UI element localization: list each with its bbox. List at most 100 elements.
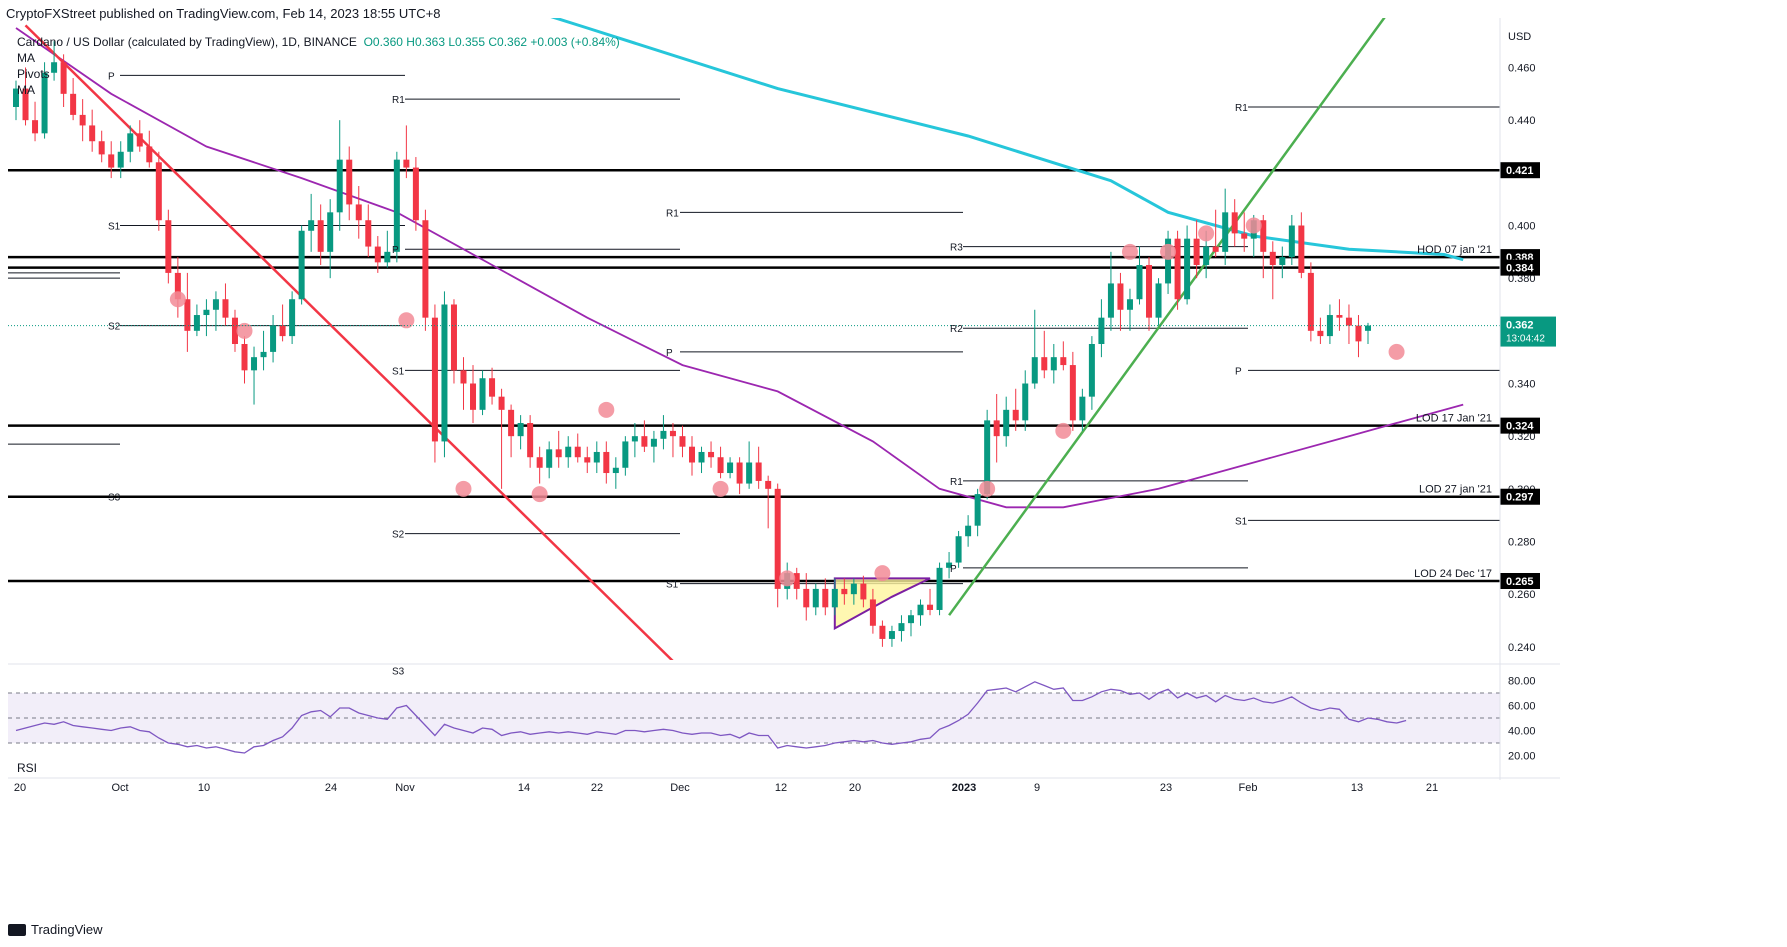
key-level-badge	[1500, 573, 1540, 589]
indicator-pivots[interactable]: Pivots	[17, 67, 50, 81]
candle-body	[374, 246, 381, 263]
pivot-label: S1	[666, 580, 679, 591]
key-level-value: 0.324	[1506, 421, 1534, 433]
x-tick-label: Oct	[111, 782, 128, 794]
y-tick-label: 0.340	[1508, 379, 1536, 391]
candle-body	[450, 304, 457, 371]
candle-body	[155, 162, 162, 221]
candle-body	[1069, 365, 1076, 421]
x-tick-label: 12	[775, 782, 787, 794]
key-level-badge	[1500, 488, 1540, 505]
swing-marker	[1245, 217, 1262, 234]
key-level-value: 0.265	[1506, 576, 1534, 588]
rsi-tick-label: 80.00	[1508, 676, 1536, 688]
candle-body	[1222, 212, 1229, 252]
pivot-label: P	[108, 71, 115, 82]
candle-body	[1022, 383, 1029, 421]
candle-body	[1155, 283, 1162, 318]
pivot-label: R1	[950, 477, 963, 488]
candle-body	[41, 72, 48, 134]
indicator-ma-fast[interactable]: MA	[17, 51, 35, 65]
key-level-badge	[1500, 162, 1540, 179]
candle-body	[803, 588, 810, 608]
candle-body	[32, 120, 39, 134]
pivot-label: S3	[108, 493, 121, 504]
pivot-label: R1	[392, 95, 405, 106]
swing-marker	[398, 312, 415, 329]
candle-body	[660, 430, 667, 439]
pivot-label: P	[1235, 366, 1242, 377]
pivot-label: S2	[108, 322, 121, 333]
candle-body	[793, 573, 800, 589]
candle-body	[470, 383, 477, 410]
candle-body	[136, 133, 143, 147]
pivot-label: S2	[392, 530, 405, 541]
candle-body	[765, 480, 772, 489]
candle-body	[669, 430, 676, 437]
candle-body	[1279, 257, 1286, 265]
candle-body	[431, 317, 438, 442]
bar-countdown: 13:04:42	[1506, 334, 1545, 345]
candle-body	[98, 141, 105, 155]
candle-body	[536, 457, 543, 468]
candle-body	[498, 396, 505, 410]
key-level-note: LOD 24 Dec '17	[1414, 568, 1492, 580]
candle-body	[631, 436, 638, 442]
candle-body	[441, 304, 448, 442]
candle-body	[1146, 265, 1153, 318]
x-tick-label: Nov	[395, 782, 415, 794]
last-price-badge	[1500, 316, 1556, 347]
candle-body	[888, 631, 895, 639]
candle-body	[708, 451, 715, 458]
candle-body	[1041, 357, 1048, 371]
candle-body	[1288, 225, 1295, 258]
candle-body	[698, 451, 705, 463]
key-level-note: LOD 27 jan '21	[1419, 484, 1492, 496]
candle-body	[203, 309, 210, 316]
swing-marker	[712, 480, 729, 497]
candle-body	[1203, 246, 1210, 265]
candle-body	[841, 588, 848, 595]
candle-body	[946, 562, 953, 568]
candle-body	[689, 446, 695, 463]
candle-body	[1050, 357, 1057, 371]
candle-body	[936, 567, 943, 610]
pivot-label: P	[392, 245, 399, 256]
candle-body	[869, 599, 876, 626]
candle-body	[393, 159, 400, 252]
last-price-value: 0.362	[1506, 320, 1534, 332]
candle-body	[346, 159, 353, 205]
pivot-label: R2	[950, 324, 963, 335]
candle-body	[650, 438, 657, 447]
candle-body	[336, 159, 343, 213]
x-tick-label: 20	[14, 782, 26, 794]
candle-body	[1012, 409, 1019, 421]
candle-body	[612, 467, 619, 474]
candle-body	[251, 357, 258, 371]
candle-body	[422, 220, 429, 318]
y-tick-label: 0.320	[1508, 431, 1536, 443]
rsi-label: RSI	[17, 761, 38, 775]
tradingview-logo[interactable]: TradingView	[8, 922, 103, 937]
x-tick-label: 13	[1351, 782, 1363, 794]
symbol-label[interactable]: Cardano / US Dollar (calculated by Tradi…	[17, 35, 357, 49]
candle-body	[1336, 315, 1343, 318]
y-tick-label: 0.280	[1508, 537, 1536, 549]
ma-slow-line	[550, 18, 1464, 262]
candle-body	[1174, 238, 1181, 300]
y-axis-currency: USD	[1508, 31, 1531, 43]
x-tick-label: 24	[325, 782, 337, 794]
publish-info: CryptoFXStreet published on TradingView.…	[6, 6, 441, 21]
candle-body	[1117, 283, 1124, 310]
candle-body	[1031, 357, 1038, 384]
candle-body	[831, 588, 838, 608]
indicator-ma-slow[interactable]: MA	[17, 83, 35, 97]
x-tick-label: 21	[1426, 782, 1438, 794]
x-tick-label: 14	[518, 782, 530, 794]
candle-body	[984, 420, 991, 495]
swing-marker	[598, 401, 615, 418]
candle-body	[317, 220, 324, 252]
candle-body	[546, 449, 553, 468]
candle-body	[555, 449, 562, 458]
